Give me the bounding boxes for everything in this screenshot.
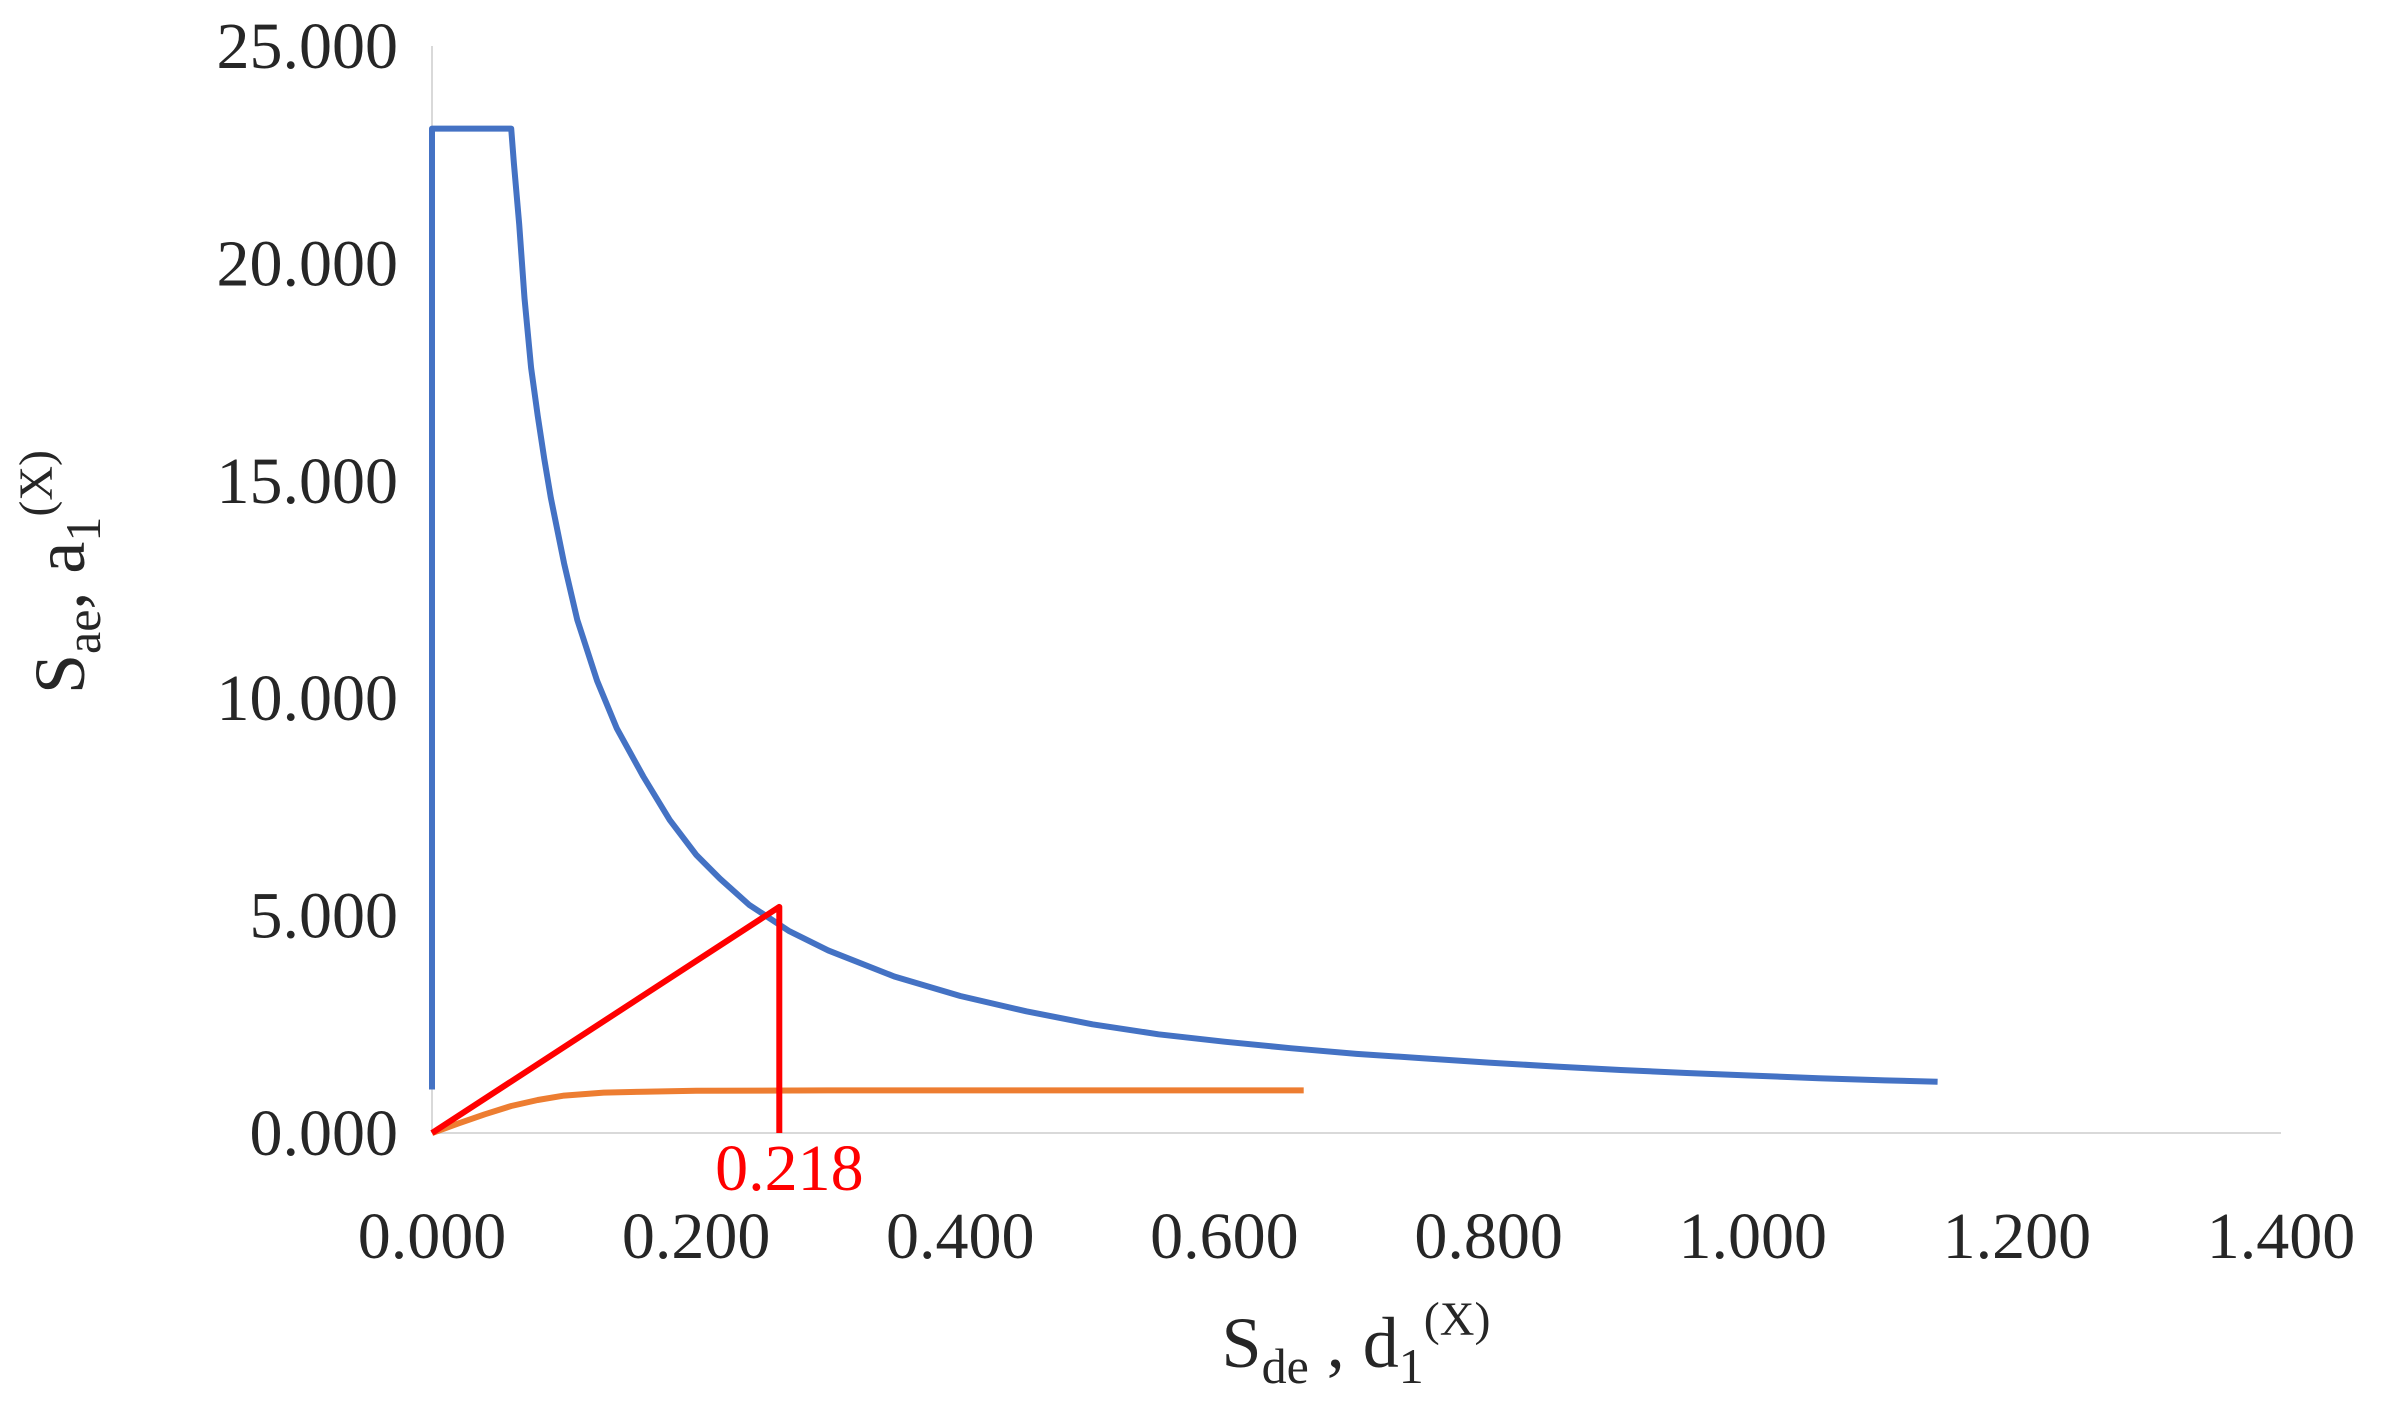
x-tick-label: 0.600 (1150, 1200, 1299, 1273)
x-axis-title: Sde , d1(X) (1222, 1293, 1491, 1394)
tick-labels: 0.000 0.200 0.400 0.600 0.800 1.000 1.200 1.400… (217, 10, 2356, 1273)
series-line-2 (430, 1087, 1304, 1136)
axes-layer (431, 46, 2281, 1134)
x-tick-label: 0.800 (1414, 1200, 1563, 1273)
x-tick-label: 0.000 (358, 1200, 507, 1273)
x-tick-label: 0.200 (622, 1200, 771, 1273)
x-tick-label: 1.200 (1943, 1200, 2092, 1273)
y-tick-label: 0.000 (250, 1097, 399, 1170)
annotations: 0.218 (715, 1132, 864, 1205)
y-tick-label: 25.000 (217, 10, 399, 83)
y-tick-label: 20.000 (217, 227, 399, 300)
y-tick-label: 10.000 (217, 662, 399, 735)
x-tick-label: 1.000 (1678, 1200, 1827, 1273)
x-tick-label: 0.400 (886, 1200, 1035, 1273)
series-line-1 (429, 125, 1938, 1090)
y-axis-title: Sae, a1(X) (10, 450, 111, 694)
series-layer (429, 125, 1938, 1136)
y-tick-label: 5.000 (250, 880, 399, 953)
annotation-label: 0.218 (715, 1132, 864, 1205)
y-tick-label: 15.000 (217, 445, 399, 518)
x-tick-label: 1.400 (2207, 1200, 2356, 1273)
series-line-3 (430, 903, 783, 1136)
